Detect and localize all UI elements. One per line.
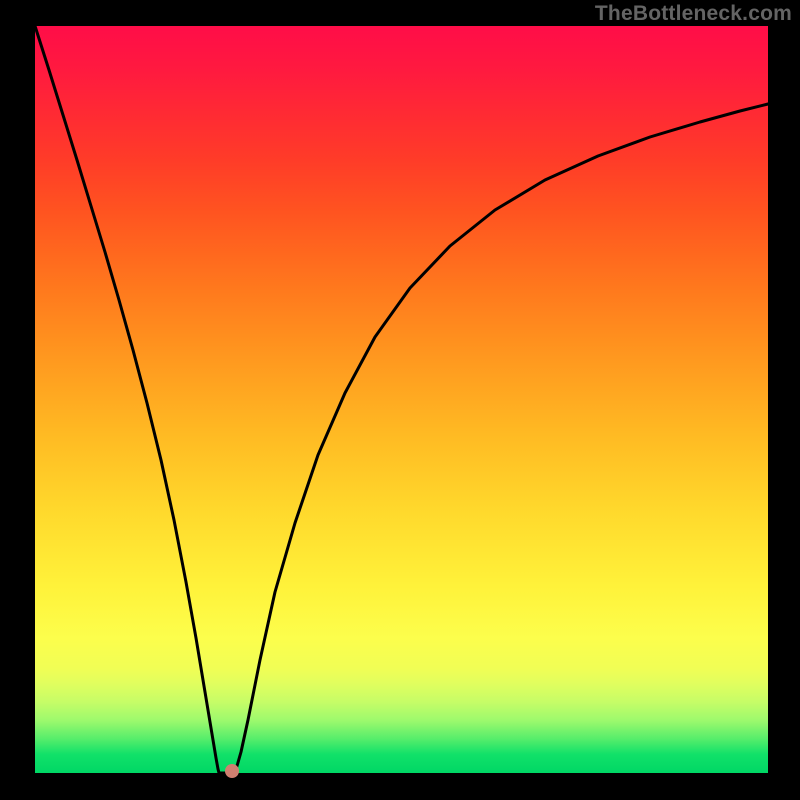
- optimal-point-marker: [225, 764, 239, 778]
- chart-frame: TheBottleneck.com: [0, 0, 800, 800]
- bottleneck-chart: [0, 0, 800, 800]
